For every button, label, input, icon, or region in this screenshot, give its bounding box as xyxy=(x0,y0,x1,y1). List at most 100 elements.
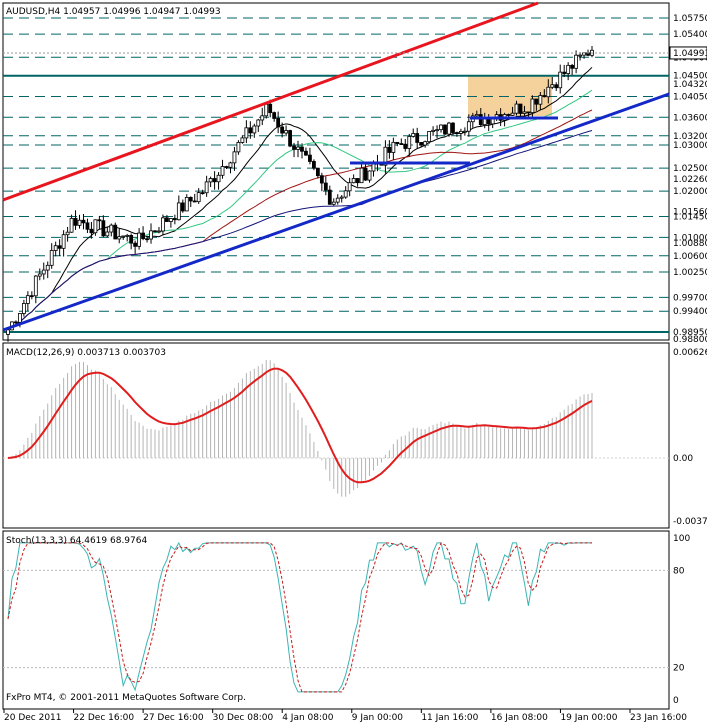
candle-body xyxy=(506,114,511,116)
time-tick-label: 27 Dec 16:00 xyxy=(143,713,204,723)
ma-navy-line xyxy=(7,130,593,331)
candle-body xyxy=(530,98,535,114)
candle-body xyxy=(319,175,324,184)
candle-body xyxy=(383,146,388,166)
stoch-panel[interactable] xyxy=(2,530,670,710)
time-tick-label: 30 Dec 08:00 xyxy=(213,713,274,723)
candle-body xyxy=(37,273,42,277)
candle-body xyxy=(427,131,432,143)
candle-body xyxy=(97,219,102,222)
macd-panel-title: MACD(12,26,9) 0.003713 0.003703 xyxy=(6,348,166,358)
candle-body xyxy=(518,103,523,114)
candle-body xyxy=(300,146,304,152)
candle-body xyxy=(29,295,34,298)
price-tick-label: 1.02260 xyxy=(673,175,707,185)
candle-body xyxy=(113,224,118,240)
candle-body xyxy=(490,118,495,125)
candle-body xyxy=(558,71,563,89)
price-panel-title: AUDUSD,H4 1.04957 1.04996 1.04947 1.0499… xyxy=(6,7,221,17)
candle-body xyxy=(443,124,447,135)
candle-body xyxy=(204,181,209,194)
candle-body xyxy=(276,118,281,128)
candle-body xyxy=(335,197,340,203)
candle-body xyxy=(371,163,376,172)
time-tick-label: 4 Jan 08:00 xyxy=(282,713,334,723)
candle-body xyxy=(526,111,531,114)
price-tick-label: 0.99700 xyxy=(673,293,707,303)
candle-body xyxy=(399,143,404,145)
candle-body xyxy=(351,178,356,184)
candle-body xyxy=(522,111,527,114)
stoch-main-line xyxy=(7,541,592,693)
candle-body xyxy=(514,103,519,114)
candle-body xyxy=(458,130,463,134)
candle-body xyxy=(248,127,253,134)
macd-signal-line xyxy=(7,367,593,484)
time-tick-label: 16 Jan 08:00 xyxy=(491,713,548,723)
candle-body xyxy=(327,189,332,205)
time-tick-label: 11 Jan 16:00 xyxy=(421,713,478,723)
candle-body xyxy=(45,264,50,271)
upper-channel-line[interactable] xyxy=(2,1,539,202)
candle-body xyxy=(312,161,316,169)
time-axis: 20 Dec 2011 22 Dec 16:00 27 Dec 16:00 30 De… xyxy=(3,709,687,723)
candle-body xyxy=(65,231,70,236)
candle-body xyxy=(220,166,225,176)
candle-body xyxy=(137,232,142,247)
candle-body xyxy=(180,202,185,212)
candle-body xyxy=(331,201,336,205)
price-tick-label: 1.01000 xyxy=(673,233,707,243)
price-tick-label: 0.99400 xyxy=(673,307,707,317)
candle-body xyxy=(192,200,197,203)
candle-body xyxy=(474,114,479,117)
macd-panel[interactable] xyxy=(2,342,670,529)
candle-body xyxy=(578,54,582,57)
candle-body xyxy=(304,150,308,156)
candle-body xyxy=(69,217,74,233)
stoch-axis-label: 80 xyxy=(673,566,685,576)
candle-body xyxy=(129,235,134,244)
moving-averages xyxy=(7,66,593,331)
price-tick-label: 1.04050 xyxy=(673,93,707,103)
candle-body xyxy=(439,124,443,131)
candle-body xyxy=(562,71,567,74)
candle-body xyxy=(534,98,539,105)
candle-body xyxy=(538,95,543,105)
price-tick-label: 1.04500 xyxy=(673,72,707,82)
current-price-marker: 1.04993 xyxy=(3,46,707,60)
candle-body xyxy=(272,112,277,119)
candle-body xyxy=(252,125,257,134)
candle-body xyxy=(411,133,416,137)
candle-body xyxy=(455,132,459,134)
candle-body xyxy=(176,202,181,221)
candle-body xyxy=(447,122,451,135)
stoch-signal-line xyxy=(7,542,592,693)
ascending-trendline[interactable] xyxy=(2,92,670,332)
candle-body xyxy=(105,231,110,237)
candle-body xyxy=(157,230,161,233)
candle-body xyxy=(232,151,237,164)
candle-body xyxy=(260,115,265,121)
candle-body xyxy=(451,122,455,133)
price-panel[interactable] xyxy=(2,2,670,341)
macd-axis-label: 0.006264 xyxy=(673,348,707,358)
candle-body xyxy=(25,295,30,304)
horizontal-levels xyxy=(3,17,669,333)
price-tick-label: 1.02500 xyxy=(673,164,707,174)
price-tick-label: 1.01450 xyxy=(673,213,707,223)
price-tick-label: 1.00250 xyxy=(673,268,707,278)
candle-body xyxy=(73,217,78,226)
candle-body xyxy=(161,217,165,232)
candle-body xyxy=(49,250,54,266)
current-price-label: 1.04993 xyxy=(673,49,707,59)
macd-histogram xyxy=(3,359,669,497)
time-tick-label: 22 Dec 16:00 xyxy=(74,713,135,723)
price-tick-label: 1.00600 xyxy=(673,252,707,262)
price-tick-label: 1.00880 xyxy=(673,239,707,249)
candle-body xyxy=(141,232,145,240)
price-candles xyxy=(6,45,594,342)
stoch-levels xyxy=(3,569,669,669)
candle-body xyxy=(395,141,400,144)
